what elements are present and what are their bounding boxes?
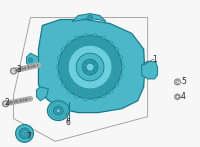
Polygon shape [56, 63, 59, 71]
Polygon shape [61, 47, 66, 53]
Text: 4: 4 [181, 92, 186, 101]
Polygon shape [100, 36, 107, 40]
Ellipse shape [53, 106, 63, 115]
Ellipse shape [47, 101, 69, 121]
Polygon shape [82, 98, 89, 101]
Circle shape [176, 95, 179, 98]
Polygon shape [38, 20, 145, 113]
Circle shape [19, 128, 30, 139]
Text: 7: 7 [26, 132, 31, 141]
Polygon shape [142, 61, 158, 79]
Polygon shape [66, 88, 72, 93]
Circle shape [76, 53, 104, 81]
Circle shape [86, 63, 94, 71]
Polygon shape [91, 33, 98, 36]
Polygon shape [36, 87, 48, 101]
Circle shape [16, 125, 33, 142]
Polygon shape [108, 88, 114, 93]
Polygon shape [122, 63, 124, 71]
Polygon shape [73, 36, 80, 40]
Polygon shape [108, 41, 114, 46]
Polygon shape [175, 94, 180, 100]
Circle shape [11, 68, 17, 74]
Circle shape [68, 45, 112, 89]
Polygon shape [115, 81, 119, 87]
Text: 3: 3 [16, 65, 21, 74]
Circle shape [82, 59, 98, 75]
Circle shape [3, 101, 9, 107]
Text: 5: 5 [181, 77, 186, 86]
Polygon shape [82, 33, 89, 36]
Text: 1: 1 [152, 55, 157, 64]
Polygon shape [73, 94, 80, 98]
Polygon shape [57, 55, 61, 62]
Ellipse shape [56, 109, 60, 112]
Polygon shape [119, 72, 123, 80]
Polygon shape [91, 98, 98, 101]
Polygon shape [27, 53, 38, 67]
Circle shape [174, 79, 180, 85]
Circle shape [24, 132, 26, 134]
Circle shape [176, 81, 179, 83]
Text: 6: 6 [66, 118, 71, 127]
Polygon shape [61, 81, 66, 87]
Polygon shape [119, 55, 123, 62]
Text: 2: 2 [4, 98, 9, 107]
Circle shape [28, 58, 33, 62]
Polygon shape [115, 47, 119, 53]
Polygon shape [100, 94, 107, 98]
Circle shape [88, 15, 93, 20]
Polygon shape [72, 14, 106, 21]
Polygon shape [66, 41, 72, 46]
Circle shape [22, 131, 27, 136]
Polygon shape [57, 72, 61, 80]
Circle shape [58, 35, 122, 99]
